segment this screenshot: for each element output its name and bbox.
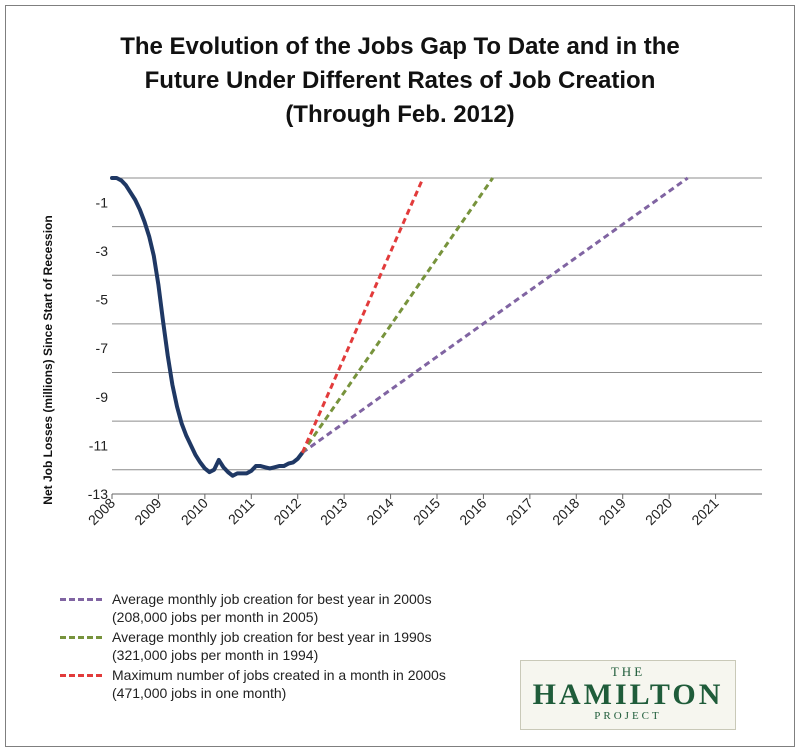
x-tick-label: 2018 [549,495,582,528]
legend-label: Maximum number of jobs created in a mont… [112,667,446,683]
legend-label: Average monthly job creation for best ye… [112,629,432,645]
hamilton-project-logo: THE HAMILTON PROJECT [520,660,736,730]
x-tick-label: 2021 [688,495,721,528]
legend-sublabel: (321,000 jobs per month in 1994) [112,647,319,663]
y-tick-label: -11 [89,437,108,453]
logo-bottom: PROJECT [594,710,662,722]
x-tick-label: 2016 [456,495,489,528]
logo-top: THE [610,664,646,679]
x-tick-label: 2011 [225,495,258,528]
title-line-3: (Through Feb. 2012) [285,101,515,128]
x-tick-label: 2020 [642,495,675,528]
x-tick-label: 2014 [363,495,396,528]
logo-main: HAMILTON [532,678,724,711]
y-tick-label: -7 [96,340,109,356]
chart-title: The Evolution of the Jobs Gap To Date an… [0,30,800,132]
x-tick-label: 2010 [178,495,211,528]
y-tick-label: -13 [88,486,108,502]
legend-swatch-purple [60,598,102,601]
series-line-0 [110,176,305,478]
legend-swatch-red [60,674,102,677]
y-tick-label: -3 [96,243,109,259]
chart-frame [5,5,795,747]
legend-label: Average monthly job creation for best ye… [112,591,432,607]
y-tick-label: -1 [96,194,109,210]
x-tick-label: 2017 [503,495,536,528]
x-tick-label: 2012 [270,495,303,528]
x-tick-label: 2019 [595,495,628,528]
x-tick-label: 2015 [410,495,443,528]
title-line-1: The Evolution of the Jobs Gap To Date an… [120,33,680,60]
x-tick-label: 2009 [131,495,164,528]
legend-sublabel: (208,000 jobs per month in 2005) [112,609,319,625]
series-line-1 [301,176,689,454]
legend-sublabel: (471,000 jobs in one month) [112,685,287,701]
y-tick-label: -9 [96,389,109,405]
series-line-2 [301,177,494,454]
series-line-3 [300,177,425,454]
title-line-2: Future Under Different Rates of Job Crea… [144,67,656,94]
x-tick-label: 2013 [317,495,350,528]
y-tick-label: -5 [96,292,109,308]
legend-swatch-green [60,636,102,639]
